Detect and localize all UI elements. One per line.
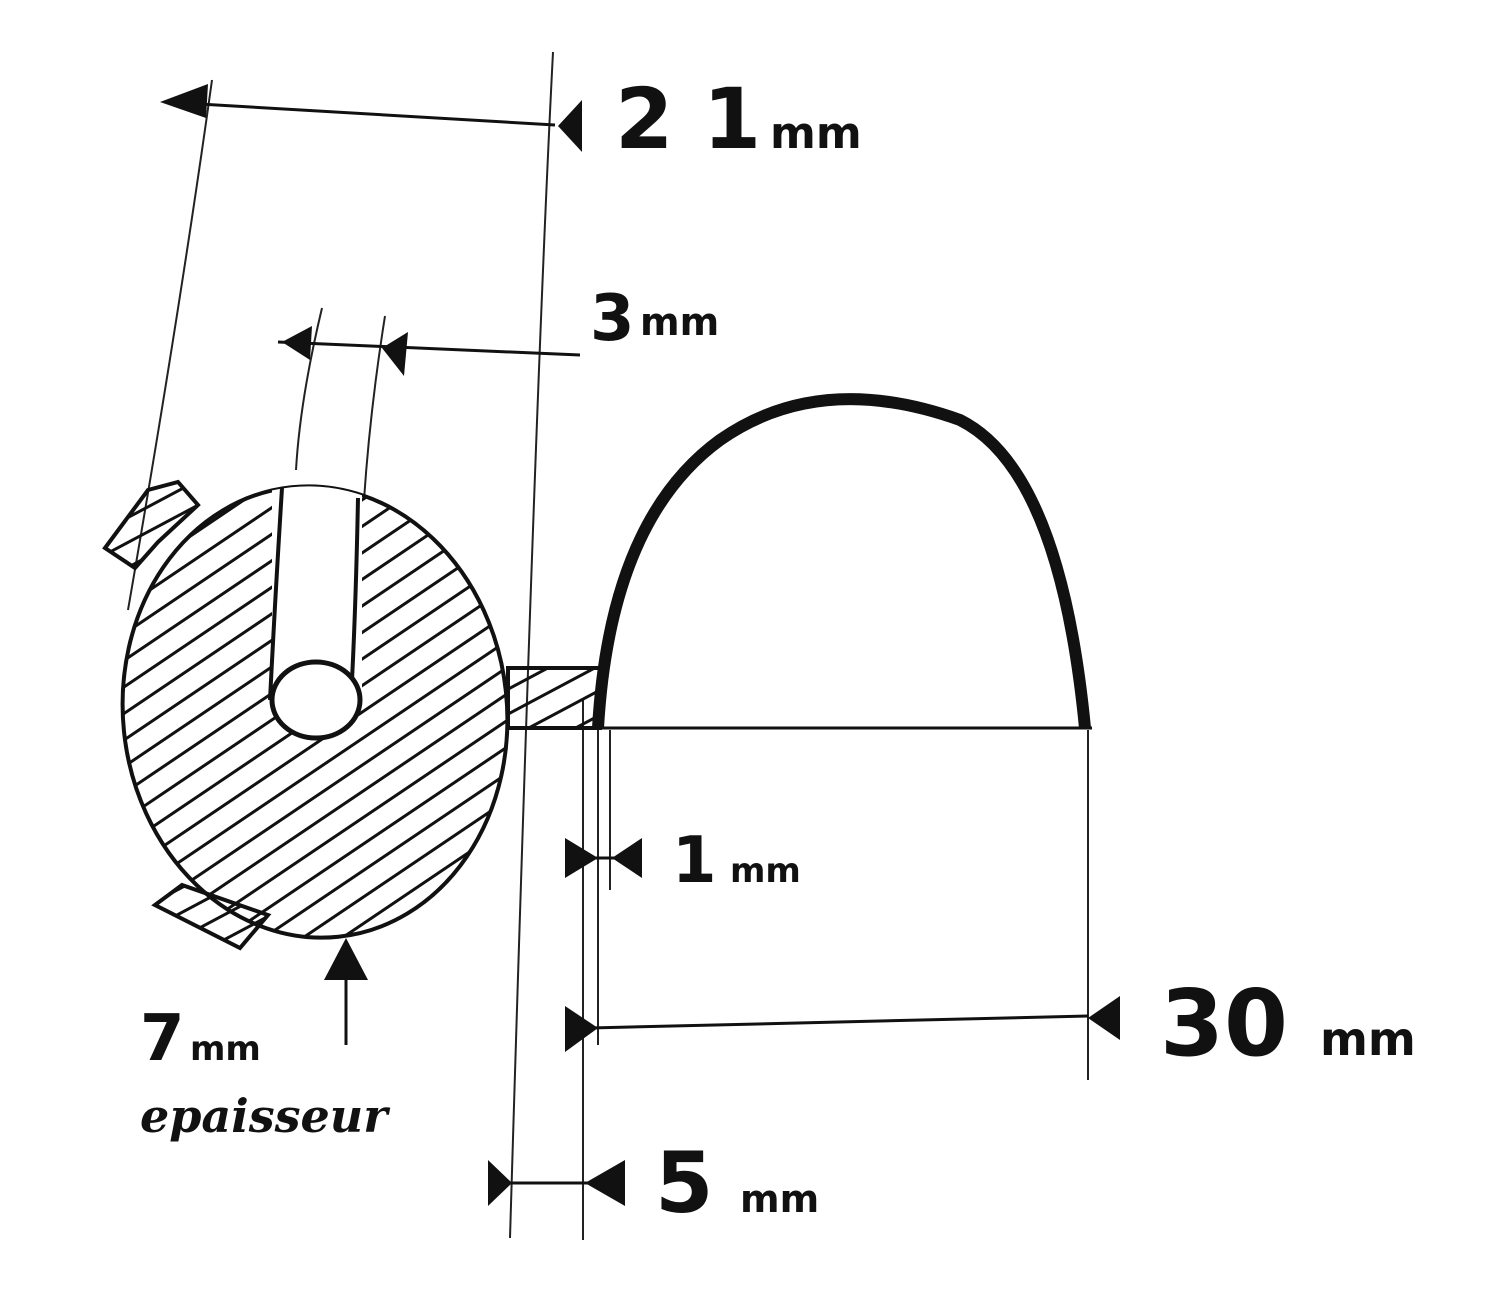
dim-base-unit: mm bbox=[1320, 1012, 1416, 1066]
dim-slot-unit: mm bbox=[640, 300, 719, 344]
arrowhead-icon bbox=[282, 326, 312, 360]
arrowhead-icon bbox=[324, 938, 368, 980]
dim-slot-width: 3 mm bbox=[277, 282, 719, 376]
dim-line-slot bbox=[277, 340, 581, 357]
arrowhead-icon bbox=[382, 332, 408, 376]
slot-walls bbox=[268, 487, 360, 701]
arrowhead-icon bbox=[565, 1006, 598, 1052]
dim-slot-value: 3 bbox=[590, 282, 635, 356]
dim-flange-value: 5 bbox=[655, 1134, 713, 1232]
dim-line-overall bbox=[164, 100, 556, 127]
arrowhead-icon bbox=[160, 84, 208, 118]
dim-wall-thickness: 1 mm bbox=[565, 824, 801, 898]
bulb-thickness-value: 7 bbox=[140, 1002, 185, 1076]
dim-bulb-thickness: 7 mm epaisseur bbox=[140, 938, 391, 1143]
dim-wall-unit: mm bbox=[730, 851, 801, 891]
dim-base-value: 30 bbox=[1160, 970, 1288, 1077]
dim-flange-unit: mm bbox=[740, 1177, 819, 1221]
arrowhead-icon bbox=[612, 838, 642, 878]
arrowhead-icon bbox=[488, 1160, 512, 1206]
dim-overall-width: 2 1 mm bbox=[160, 70, 862, 168]
dim-flange-offset: 5 mm bbox=[488, 1134, 819, 1232]
dim-overall-unit: mm bbox=[770, 108, 862, 159]
arrowhead-icon bbox=[1088, 996, 1120, 1040]
dim-base-width: 30 mm bbox=[565, 970, 1416, 1077]
bulb-thickness-note: epaisseur bbox=[140, 1089, 391, 1143]
bulb-section bbox=[120, 470, 510, 940]
arrowhead-icon bbox=[585, 1160, 625, 1206]
dim-line-base bbox=[589, 1014, 1089, 1030]
hollow-dome bbox=[510, 393, 1092, 730]
bulb-thickness-unit: mm bbox=[190, 1029, 261, 1069]
center-hole bbox=[269, 659, 363, 741]
connecting-web bbox=[506, 666, 602, 730]
dim-overall-value: 2 1 bbox=[615, 70, 761, 168]
arrowhead-icon bbox=[558, 100, 582, 152]
lips bbox=[102, 479, 272, 951]
arrowhead-icon bbox=[565, 838, 598, 878]
dim-wall-value: 1 bbox=[672, 824, 717, 898]
